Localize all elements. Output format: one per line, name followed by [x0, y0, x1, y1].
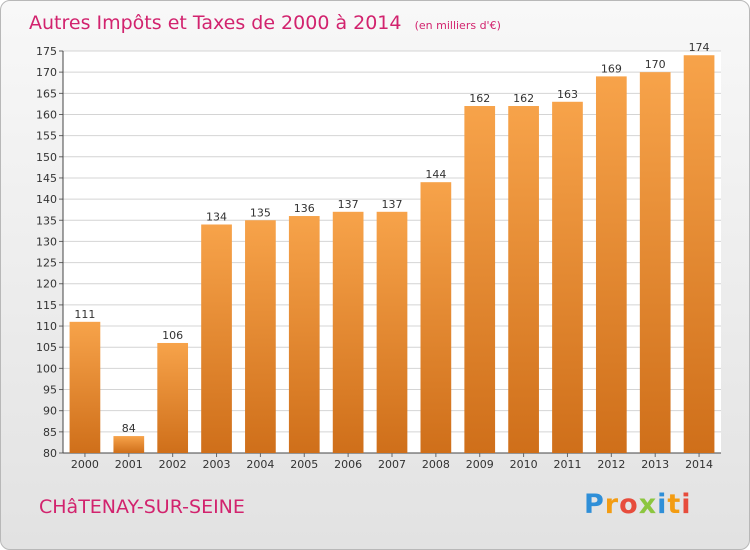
brand-letter: i — [657, 489, 668, 520]
y-tick-label: 155 — [36, 130, 57, 143]
y-tick-label: 115 — [36, 299, 57, 312]
bar-value-label: 111 — [74, 308, 95, 321]
y-tick-label: 85 — [43, 426, 57, 439]
y-tick-label: 130 — [36, 235, 57, 248]
x-tick-label: 2014 — [685, 458, 713, 471]
chart-title: Autres Impôts et Taxes de 2000 à 2014 — [29, 12, 402, 34]
bar-value-label: 174 — [689, 41, 710, 54]
bar — [288, 216, 320, 453]
bar — [157, 342, 189, 453]
bar — [508, 106, 539, 453]
x-tick-label: 2001 — [115, 458, 143, 471]
bar-value-label: 136 — [294, 202, 315, 215]
x-tick-label: 2007 — [378, 458, 406, 471]
brand-letter: P — [584, 489, 605, 520]
bar — [683, 55, 715, 454]
bar-value-label: 137 — [382, 198, 403, 211]
x-tick-label: 2002 — [159, 458, 187, 471]
bar-value-label: 170 — [645, 58, 666, 71]
y-tick-label: 135 — [36, 214, 57, 227]
bar — [245, 220, 276, 453]
bar — [552, 101, 583, 454]
plot-area: 80 85 90 95 100 105 110 115 120 125 130 135 140 145 15… — [36, 41, 721, 471]
place-name: CHâTENAY-SUR-SEINE — [39, 496, 245, 518]
x-tick-label: 2012 — [597, 458, 625, 471]
bar — [201, 224, 232, 453]
bar — [639, 72, 671, 453]
x-tick-label: 2013 — [641, 458, 669, 471]
x-tick-label: 2003 — [203, 458, 231, 471]
y-tick-label: 160 — [36, 108, 57, 121]
y-tick-label: 100 — [36, 362, 57, 375]
bar-value-label: 134 — [206, 210, 227, 223]
bar — [464, 106, 496, 453]
y-tick-label: 175 — [36, 45, 57, 58]
bar-value-label: 135 — [250, 206, 271, 219]
y-tick-label: 90 — [43, 405, 57, 418]
bar-value-label: 162 — [513, 92, 534, 105]
y-tick-label: 140 — [36, 193, 57, 206]
bar — [69, 321, 101, 453]
y-tick-label: 170 — [36, 66, 57, 79]
bar — [595, 76, 627, 454]
brand-letter: t — [667, 489, 682, 520]
x-tick-label: 2008 — [422, 458, 450, 471]
chart-subtitle: (en milliers d'€) — [415, 19, 501, 32]
bar-value-label: 162 — [469, 92, 490, 105]
bar — [376, 211, 408, 453]
y-tick-label: 95 — [43, 384, 57, 397]
brand-letter: o — [619, 489, 639, 520]
bar-value-label: 137 — [338, 198, 359, 211]
x-tick-label: 2009 — [466, 458, 494, 471]
svg-text:Autres Impôts et Taxes de 2000: Autres Impôts et Taxes de 2000 à 2014 (e… — [29, 12, 501, 34]
brand-logo: Proxiti — [584, 489, 692, 520]
bar-value-label: 163 — [557, 88, 578, 101]
x-tick-label: 2000 — [71, 458, 99, 471]
x-tick-label: 2004 — [246, 458, 274, 471]
y-tick-label: 105 — [36, 341, 57, 354]
x-tick-label: 2005 — [290, 458, 318, 471]
y-tick-label: 150 — [36, 151, 57, 164]
y-tick-label: 145 — [36, 172, 57, 185]
x-tick-label: 2011 — [553, 458, 581, 471]
bar-value-label: 106 — [162, 329, 183, 342]
bar — [332, 211, 364, 453]
brand-letter: x — [638, 489, 658, 520]
brand-letter: r — [604, 489, 620, 520]
y-tick-label: 80 — [43, 447, 57, 460]
bar-value-label: 84 — [122, 422, 136, 435]
y-tick-label: 110 — [36, 320, 57, 333]
bar — [113, 436, 145, 453]
y-tick-label: 125 — [36, 257, 57, 270]
brand-letter: i — [681, 489, 692, 520]
y-tick-label: 120 — [36, 278, 57, 291]
bar — [420, 182, 452, 453]
bar-value-label: 144 — [425, 168, 446, 181]
x-tick-label: 2006 — [334, 458, 362, 471]
bar-value-label: 169 — [601, 62, 622, 75]
x-tick-label: 2010 — [510, 458, 538, 471]
y-tick-label: 165 — [36, 87, 57, 100]
